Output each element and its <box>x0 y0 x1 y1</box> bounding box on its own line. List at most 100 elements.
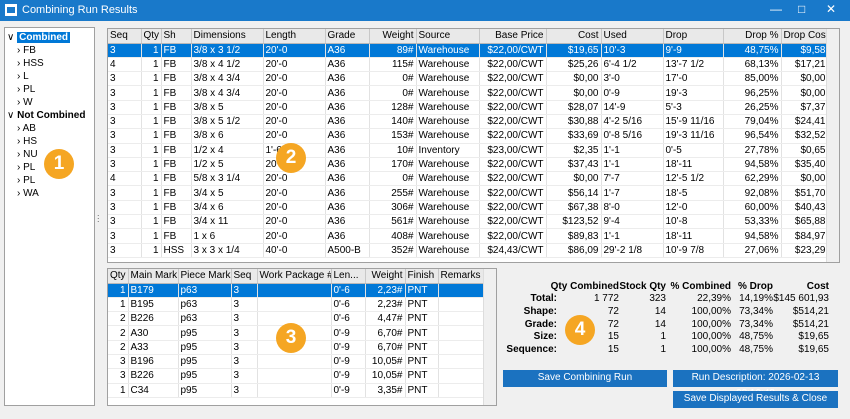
row[interactable]: 1 B195 p63 3 0'-6 2,23# PNT <box>108 297 487 313</box>
row[interactable]: 3 1 FB 3/8 x 5 20'-0 A36 128# Warehouse $22,00/C… <box>108 100 829 115</box>
column-header[interactable]: Piece Mark <box>178 269 232 284</box>
column-header[interactable]: Cost <box>546 29 602 44</box>
button[interactable]: Save Displayed Results & Close <box>673 391 838 408</box>
column-header[interactable]: Drop <box>663 29 724 44</box>
row[interactable]: 3 1 FB 3/4 x 5 20'-0 A36 255# Warehouse $22,00/C… <box>108 185 829 201</box>
tree-item-label[interactable]: PL <box>23 84 36 95</box>
column-header[interactable]: Drop % <box>723 29 782 44</box>
row[interactable]: 3 1 HSS 3 x 3 x 1/4 40'-0 A500-B 352# Warehouse… <box>108 243 829 258</box>
tree-item-label[interactable]: PL <box>23 175 36 186</box>
row[interactable]: 3 1 FB 3/8 x 4 3/4 20'-0 A36 0# Warehouse $22,00… <box>108 85 829 101</box>
expander[interactable]: ∨ <box>7 110 18 121</box>
row[interactable]: 3 1 FB 3/4 x 6 20'-0 A36 306# Warehouse $22,00/C… <box>108 200 829 216</box>
cell: FB <box>161 171 192 187</box>
expander[interactable]: › <box>17 123 23 134</box>
cell: 27,06% <box>723 243 782 258</box>
tree-item-label[interactable]: HS <box>23 136 38 147</box>
row[interactable]: 3 1 FB 3/8 x 5 1/2 20'-0 A36 140# Warehouse $22,… <box>108 114 829 130</box>
tree-item[interactable]: › FB <box>7 44 94 57</box>
row[interactable]: 4 1 FB 3/8 x 4 1/2 20'-0 A36 115# Warehouse $22,… <box>108 57 829 73</box>
row[interactable]: 3 1 FB 1/2 x 4 1'-6 A36 10# Inventory $23,00/CWT… <box>108 143 829 158</box>
tree-item-label[interactable]: WA <box>23 188 39 199</box>
maximize-button[interactable]: □ <box>798 2 806 16</box>
tree-item[interactable]: › PL <box>7 161 94 174</box>
row[interactable]: 2 A33 p95 3 0'-9 6,70# PNT <box>108 340 487 355</box>
expander[interactable]: › <box>17 175 24 186</box>
row[interactable]: 4 1 FB 5/8 x 3 1/4 20'-0 A36 0# Warehouse $22,00… <box>108 171 829 187</box>
row[interactable]: 3 1 FB 1/2 x 5 20'-0 A36 170# Warehouse $22,00/C… <box>108 157 829 173</box>
column-header[interactable]: Base Price <box>479 29 547 44</box>
row[interactable]: 2 A30 p95 3 0'-9 6,70# PNT <box>108 325 487 341</box>
tree-item-label[interactable]: NU <box>23 149 38 160</box>
tree-item[interactable]: › NU <box>7 148 94 161</box>
row[interactable]: 1 B179 p63 3 0'-6 2,23# PNT <box>108 283 487 298</box>
column-header[interactable]: Qty <box>108 269 129 284</box>
row[interactable]: 3 B226 p95 3 0'-9 10,05# PNT <box>108 368 487 384</box>
expander[interactable]: › <box>17 149 24 160</box>
expander[interactable]: › <box>17 97 24 108</box>
expander[interactable]: › <box>17 58 24 69</box>
scrollbar[interactable] <box>826 29 839 262</box>
column-header[interactable]: Seq <box>108 29 142 44</box>
scrollbar[interactable] <box>483 269 496 405</box>
row[interactable]: 1 C34 p95 3 0'-9 3,35# PNT <box>108 383 487 398</box>
tree-item[interactable]: › HSS <box>7 57 94 70</box>
expander[interactable]: › <box>17 84 24 95</box>
button[interactable]: Save Combining Run <box>503 370 667 387</box>
close-button[interactable]: ✕ <box>826 2 837 16</box>
minimize-button[interactable]: — <box>770 2 782 16</box>
row[interactable]: 3 1 FB 3/8 x 6 20'-0 A36 153# Warehouse $22,00/C… <box>108 128 829 144</box>
column-header[interactable]: Drop Cost <box>781 29 829 44</box>
cell: 153# <box>369 128 417 144</box>
tree-item[interactable]: › WA <box>7 187 94 200</box>
row[interactable]: 3 1 FB 3/8 x 4 3/4 20'-0 A36 0# Warehouse $22,00… <box>108 71 829 87</box>
button[interactable]: Run Description: 2026-02-13 08:10:48 <box>673 370 838 399</box>
column-header[interactable]: Used <box>601 29 664 44</box>
column-header[interactable]: Length <box>263 29 326 44</box>
tree-item-label[interactable]: PL <box>23 162 36 173</box>
row[interactable]: 3 1 FB 1 x 6 20'-0 A36 408# Warehouse $22,00/CWT… <box>108 228 829 244</box>
cell: 0'-5 <box>663 143 724 158</box>
tree-group[interactable]: ∨ Combined <box>7 31 94 44</box>
column-header[interactable]: Weight <box>369 29 417 44</box>
expander[interactable]: › <box>17 188 24 199</box>
tree-item-label[interactable]: HSS <box>23 58 44 69</box>
tree-group-label[interactable]: Combined <box>17 32 70 43</box>
column-header[interactable]: Grade <box>325 29 370 44</box>
expander[interactable]: › <box>17 71 24 82</box>
column-header[interactable]: Sh <box>161 29 192 44</box>
tree-item[interactable]: › PL <box>7 174 94 187</box>
column-header[interactable]: Qty <box>141 29 162 44</box>
tree-group-label[interactable]: Not Combined <box>17 110 86 121</box>
cell: 20'-0 <box>263 43 326 58</box>
column-header[interactable]: Seq <box>231 269 258 284</box>
tree-item-label[interactable]: L <box>23 71 29 82</box>
tree-item-label[interactable]: W <box>23 97 33 108</box>
column-header[interactable]: Main Mark <box>128 269 179 284</box>
tree-item[interactable]: › L <box>7 70 94 83</box>
tree-group[interactable]: ∨ Not Combined <box>7 109 94 122</box>
column-header[interactable]: Dimensions <box>191 29 264 44</box>
column-header[interactable]: Len... <box>331 269 366 284</box>
tree-item-label[interactable]: AB <box>22 123 36 134</box>
expander[interactable]: › <box>17 136 24 147</box>
splitter[interactable]: ... <box>97 208 100 224</box>
column-header[interactable]: Finish <box>405 269 439 284</box>
row[interactable]: 3 B196 p95 3 0'-9 10,05# PNT <box>108 354 487 370</box>
expander[interactable]: ∨ <box>7 32 18 43</box>
tree-item[interactable]: › W <box>7 96 94 109</box>
cell: Warehouse <box>416 128 480 144</box>
tree-item[interactable]: › AB <box>7 122 94 135</box>
cell: $65,88 <box>781 214 829 230</box>
column-header[interactable]: Work Package # <box>257 269 332 284</box>
row[interactable]: 3 1 FB 3/8 x 3 1/2 20'-0 A36 89# Warehouse $22,0… <box>108 43 829 58</box>
tree-item[interactable]: › HS <box>7 135 94 148</box>
column-header[interactable]: Source <box>416 29 480 44</box>
expander[interactable]: › <box>17 162 24 173</box>
column-header[interactable]: Weight <box>365 269 406 284</box>
column-header[interactable]: Remarks <box>438 269 487 284</box>
row[interactable]: 3 1 FB 3/4 x 11 20'-0 A36 561# Warehouse $22,00/… <box>108 214 829 230</box>
expander[interactable]: › <box>17 45 24 56</box>
tree-item-label[interactable]: FB <box>23 45 36 56</box>
tree-item[interactable]: › PL <box>7 83 94 96</box>
